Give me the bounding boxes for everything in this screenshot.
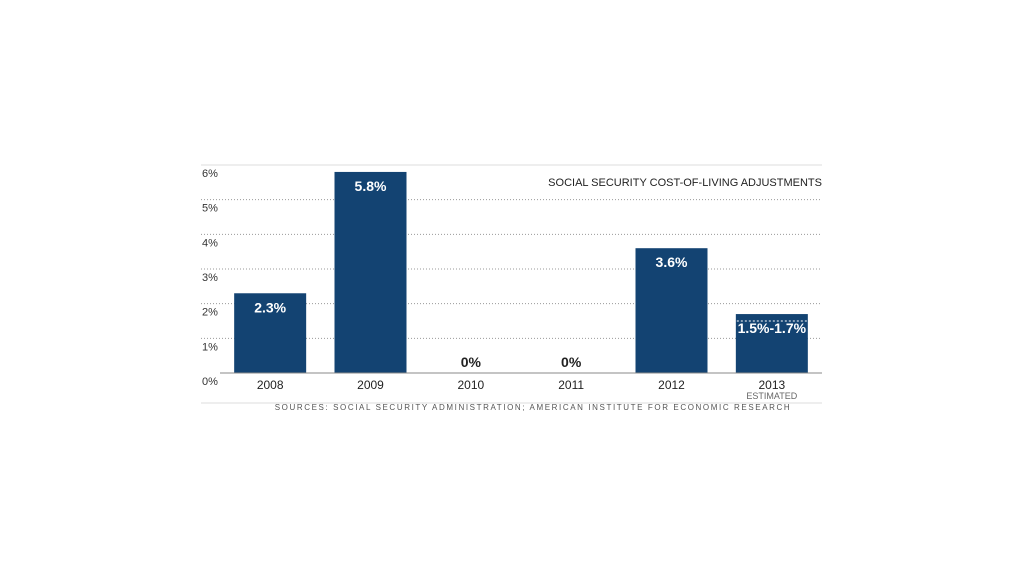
data-label: 0% — [561, 354, 582, 370]
data-label: 3.6% — [656, 254, 688, 270]
estimated-note: ESTIMATED — [746, 391, 797, 401]
x-tick-label: 2012 — [658, 378, 685, 392]
bar-2009 — [334, 171, 407, 373]
bar-2013 — [735, 314, 808, 373]
x-tick-label: 2013 — [758, 378, 785, 392]
y-tick-label: 5% — [202, 203, 218, 215]
y-tick-label: 2% — [202, 307, 218, 319]
y-tick-label: 3% — [202, 272, 218, 284]
bar-2008 — [234, 293, 307, 373]
y-tick-label: 0% — [202, 376, 218, 388]
chart-title: SOCIAL SECURITY COST-OF-LIVING ADJUSTMEN… — [548, 177, 822, 189]
data-label: 0% — [461, 354, 482, 370]
y-tick-label: 1% — [202, 341, 218, 353]
bar-2012 — [635, 248, 708, 373]
x-tick-label: 2009 — [357, 378, 384, 392]
source-note: SOURCES: SOCIAL SECURITY ADMINISTRATION;… — [275, 403, 792, 412]
bars: 2.3% 5.8% 0% 0% 3.6% 1.5%-1.7% — [234, 171, 808, 373]
data-label: 1.5%-1.7% — [738, 320, 807, 336]
data-label: 5.8% — [355, 178, 387, 194]
x-tick-label: 2011 — [558, 378, 584, 392]
data-label: 2.3% — [254, 299, 286, 315]
x-tick-label: 2010 — [457, 378, 484, 392]
x-tick-label: 2008 — [257, 378, 284, 392]
y-tick-label: 4% — [202, 237, 218, 249]
y-axis-tick-labels: 0% 1% 2% 3% 4% 5% 6% — [202, 168, 218, 388]
y-tick-label: 6% — [202, 168, 218, 180]
